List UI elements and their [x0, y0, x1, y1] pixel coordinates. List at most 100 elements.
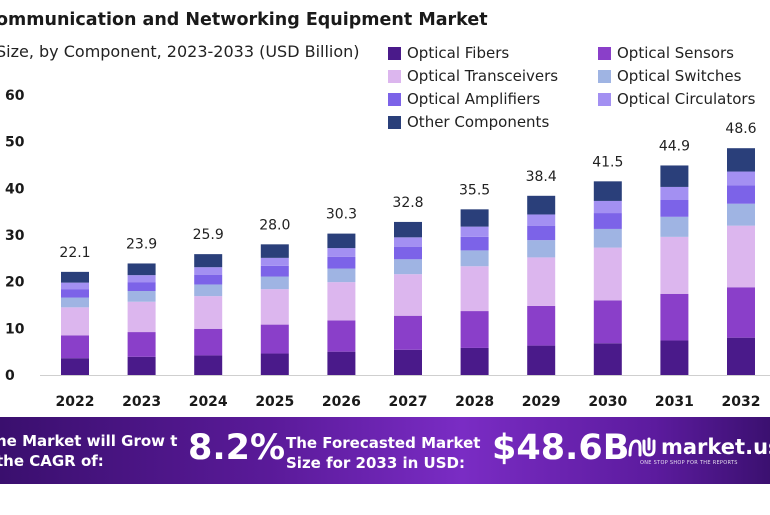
x-tick-label: 2032	[722, 394, 761, 410]
bar-segment	[527, 214, 556, 226]
bar-total-label: 44.9	[659, 138, 690, 154]
bar-segment	[394, 237, 422, 247]
bar-segment	[260, 276, 289, 290]
y-tick-label: 40	[5, 181, 25, 197]
bar-segment	[460, 236, 489, 251]
bar-total-label: 35.5	[459, 182, 490, 198]
bar-segment	[260, 265, 289, 277]
bar-segment	[660, 340, 689, 375]
y-tick-label: 30	[5, 228, 25, 244]
bar-segment	[460, 311, 489, 348]
bar-segment	[194, 328, 223, 356]
legend-label: Optical Sensors	[617, 44, 734, 62]
x-tick-label: 2022	[56, 394, 95, 410]
legend-item: Optical Transceivers	[388, 67, 558, 85]
bar-segment	[660, 216, 689, 237]
legend-label: Optical Transceivers	[407, 67, 559, 85]
bar-total-label: 25.9	[193, 227, 224, 243]
bar-segment	[527, 225, 556, 241]
x-tick-label: 2029	[522, 394, 561, 410]
bar-segment	[727, 171, 755, 186]
x-tick-label: 2031	[655, 394, 694, 410]
bar-segment	[127, 301, 156, 333]
bar-segment	[727, 287, 755, 338]
summary-banner: he Market will Grow t the CAGR of: 8.2% …	[0, 417, 770, 484]
legend-item: Optical Fibers	[388, 44, 509, 62]
legend-label: Optical Switches	[617, 67, 742, 85]
bar-segment	[593, 247, 622, 301]
bar-segment	[327, 268, 356, 283]
bar-total-label: 23.9	[126, 236, 157, 252]
x-tick-label: 2026	[322, 394, 361, 410]
legend-label: Optical Circulators	[617, 90, 756, 108]
legend-label: Other Components	[407, 113, 550, 131]
legend-label: Optical Amplifiers	[407, 90, 541, 108]
bar-segment	[394, 349, 422, 375]
bar-segment	[394, 274, 422, 316]
legend-item: Optical Sensors	[598, 44, 734, 62]
bar-segment	[127, 291, 156, 302]
banner-forecast-value: $48.6B	[492, 428, 630, 468]
x-tick-label: 2024	[189, 394, 228, 410]
legend-swatch	[388, 46, 401, 60]
bar-segment	[727, 185, 755, 204]
bar-segment	[194, 254, 223, 268]
bar-segment	[394, 246, 422, 260]
bar-segment	[727, 148, 755, 172]
bar-segment	[327, 282, 356, 321]
bar-segment	[660, 186, 689, 200]
legend-label: Optical Fibers	[407, 44, 510, 62]
bar-segment	[327, 256, 356, 269]
bar-segment	[394, 221, 422, 238]
bar-segment	[260, 353, 289, 375]
bar-segment	[460, 209, 489, 227]
bar-segment	[61, 358, 89, 375]
market-us-logo-icon	[628, 437, 656, 457]
bar-segment	[327, 320, 356, 352]
bar-segment	[394, 315, 422, 350]
bar-segment	[327, 351, 356, 375]
bar-segment	[127, 282, 156, 291]
banner-cagr-text: he Market will Grow t the CAGR of:	[0, 432, 178, 470]
legend-item: Optical Amplifiers	[388, 90, 540, 108]
bar-segment	[593, 300, 622, 344]
legend-item: Other Components	[388, 113, 549, 131]
bottom-strip	[0, 484, 770, 515]
bar-total-label: 30.3	[326, 207, 357, 223]
x-tick-label: 2025	[255, 394, 294, 410]
bar-segment	[593, 343, 622, 375]
bar-segment	[194, 267, 223, 275]
legend-swatch	[388, 92, 401, 106]
banner-cagr-value: 8.2%	[188, 428, 286, 468]
bar-segment	[727, 337, 755, 375]
bar-segment	[593, 213, 622, 229]
legend-item: Optical Circulators	[598, 90, 755, 108]
bar-segment	[660, 293, 689, 341]
bar-segment	[460, 347, 489, 375]
chart-title: ommunication and Networking Equipment Ma…	[0, 10, 488, 30]
banner-forecast-text: The Forecasted Market Size for 2033 in U…	[286, 434, 481, 472]
legend-swatch	[598, 46, 611, 60]
bar-segment	[61, 289, 89, 298]
legend-swatch	[388, 115, 401, 129]
x-tick-label: 2028	[455, 394, 494, 410]
bar-segment	[260, 289, 289, 325]
bar-segment	[61, 297, 89, 308]
legend-item: Optical Switches	[598, 67, 741, 85]
bar-segment	[61, 282, 89, 290]
bar-segment	[593, 228, 622, 248]
bar-segment	[260, 244, 289, 258]
bar-segment	[593, 181, 622, 201]
x-tick-label: 2030	[588, 394, 627, 410]
x-tick-label: 2027	[389, 394, 428, 410]
y-tick-label: 0	[5, 368, 15, 384]
stacked-bar-chart: 010203040506022.1202223.9202325.9202428.…	[5, 88, 770, 410]
y-tick-label: 10	[5, 321, 25, 337]
bar-total-label: 38.4	[526, 169, 557, 185]
bar-total-label: 48.6	[725, 121, 756, 137]
bar-segment	[660, 200, 689, 217]
bar-segment	[727, 225, 755, 288]
x-tick-label: 2023	[122, 394, 161, 410]
bar-segment	[327, 233, 356, 249]
bar-segment	[527, 195, 556, 215]
